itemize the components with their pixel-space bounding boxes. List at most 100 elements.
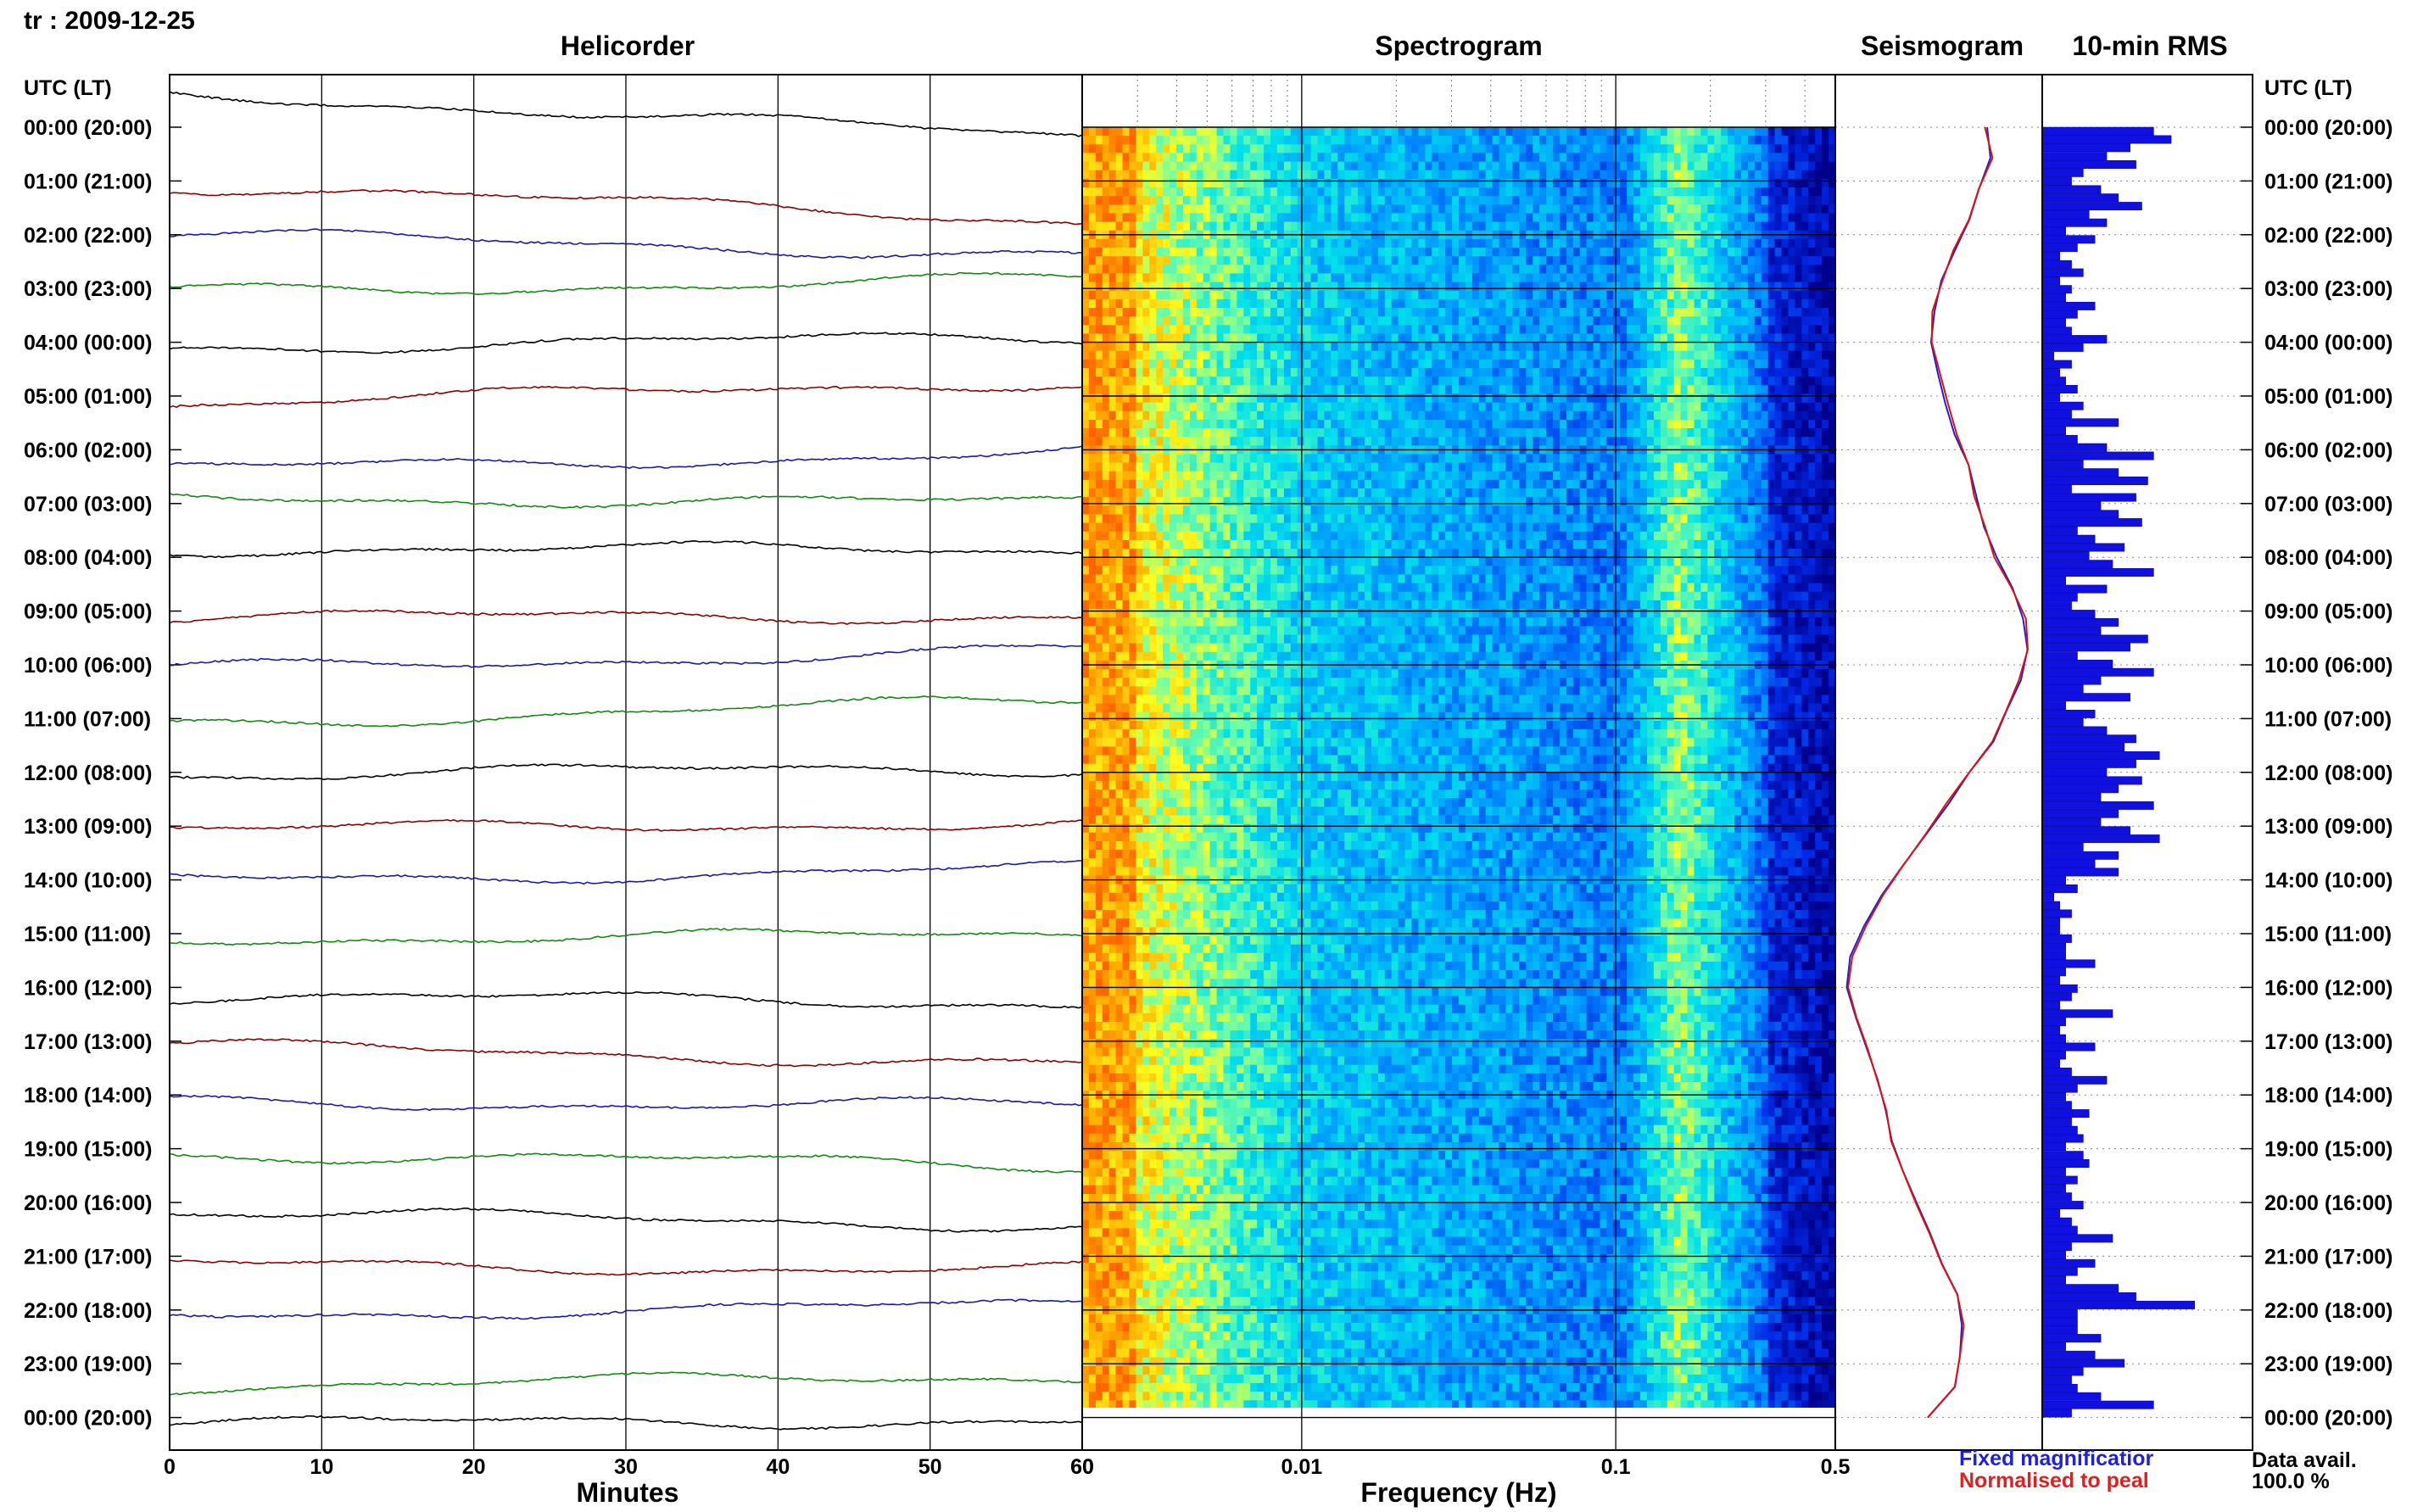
spectrogram-cell <box>1586 359 1594 369</box>
spectrogram-cell <box>1176 290 1184 300</box>
spectrogram-cell <box>1223 170 1231 180</box>
spectrogram-cell <box>1304 368 1312 377</box>
spectrogram-cell <box>1613 178 1621 188</box>
spectrogram-cell <box>1627 428 1634 438</box>
spectrogram-cell <box>1283 213 1292 223</box>
spectrogram-cell <box>1243 204 1251 214</box>
spectrogram-cell <box>1115 248 1124 257</box>
spectrogram-cell <box>1237 127 1244 137</box>
spectrogram-cell <box>1822 419 1829 429</box>
spectrogram-cell <box>1122 377 1131 386</box>
spectrogram-cell <box>1572 497 1581 506</box>
spectrogram-cell <box>1310 350 1319 360</box>
spectrogram-cell <box>1391 428 1399 438</box>
spectrogram-cell <box>1270 136 1278 145</box>
spectrogram-cell <box>1304 402 1312 412</box>
spectrogram-cell <box>1290 333 1298 343</box>
spectrogram-cell <box>1377 505 1386 515</box>
spectrogram-cell <box>1398 238 1406 248</box>
spectrogram-cell <box>1653 325 1661 334</box>
spectrogram-cell <box>1108 428 1117 438</box>
spectrogram-cell <box>1377 333 1386 343</box>
spectrogram-cell <box>1182 471 1191 481</box>
spectrogram-cell <box>1761 437 1769 446</box>
spectrogram-cell <box>1767 161 1776 171</box>
spectrogram-cell <box>1351 377 1359 386</box>
spectrogram-cell <box>1741 204 1749 214</box>
spectrogram-cell <box>1391 187 1399 197</box>
spectrogram-cell <box>1822 350 1829 360</box>
spectrogram-cell <box>1459 325 1466 334</box>
spectrogram-cell <box>1243 127 1251 137</box>
spectrogram-cell <box>1170 144 1177 153</box>
spectrogram-cell <box>1606 178 1614 188</box>
spectrogram-cell <box>1371 290 1379 300</box>
spectrogram-cell <box>1088 221 1097 232</box>
spectrogram-cell <box>1519 178 1527 188</box>
spectrogram-cell <box>1290 505 1298 515</box>
spectrogram-cell <box>1566 290 1574 300</box>
spectrogram-cell <box>1471 153 1480 163</box>
spectrogram-cell <box>1627 488 1634 498</box>
spectrogram-cell <box>1673 350 1682 360</box>
spectrogram-cell <box>1478 196 1487 205</box>
spectrogram-cell <box>1492 342 1500 352</box>
spectrogram-cell <box>1371 479 1379 489</box>
spectrogram-cell <box>1237 359 1244 369</box>
spectrogram-cell <box>1391 248 1399 257</box>
spectrogram-cell <box>1331 127 1338 137</box>
spectrogram-cell <box>1304 221 1312 232</box>
spectrogram-cell <box>1163 196 1170 205</box>
spectrogram-cell <box>1647 136 1655 145</box>
spectrogram-cell <box>1788 410 1795 421</box>
spectrogram-cell <box>1829 221 1835 232</box>
spectrogram-cell <box>1404 505 1413 515</box>
spectrogram-cell <box>1358 161 1365 171</box>
spectrogram-cell <box>1377 488 1386 498</box>
spectrogram-cell <box>1627 333 1634 343</box>
spectrogram-cell <box>1264 462 1271 472</box>
spectrogram-cell <box>1471 350 1480 360</box>
spectrogram-cell <box>1680 333 1689 343</box>
spectrogram-cell <box>1250 393 1258 404</box>
spectrogram-cell <box>1640 325 1648 334</box>
spectrogram-cell <box>1795 428 1802 438</box>
spectrogram-cell <box>1700 454 1708 464</box>
spectrogram-cell <box>1754 368 1762 377</box>
spectrogram-cell <box>1196 178 1204 188</box>
spectrogram-cell <box>1734 428 1742 438</box>
spectrogram-cell <box>1680 488 1689 498</box>
spectrogram-cell <box>1606 248 1614 257</box>
spectrogram-cell <box>1304 273 1312 283</box>
spectrogram-cell <box>1411 170 1419 180</box>
spectrogram-cell <box>1250 221 1258 232</box>
spectrogram-cell <box>1553 213 1561 223</box>
spectrogram-cell <box>1519 238 1527 248</box>
spectrogram-cell <box>1432 204 1439 214</box>
spectrogram-cell <box>1317 505 1325 515</box>
spectrogram-cell <box>1136 161 1143 171</box>
spectrogram-cell <box>1425 368 1432 377</box>
spectrogram-cell <box>1478 462 1487 472</box>
spectrogram-cell <box>1741 136 1749 145</box>
spectrogram-cell <box>1216 471 1225 481</box>
spectrogram-cell <box>1761 187 1769 197</box>
spectrogram-cell <box>1136 505 1143 515</box>
spectrogram-cell <box>1371 462 1379 472</box>
spectrogram-cell <box>1747 298 1756 309</box>
spectrogram-cell <box>1283 385 1292 394</box>
spectrogram-cell <box>1270 479 1278 489</box>
spectrogram-cell <box>1170 221 1177 232</box>
spectrogram-cell <box>1505 462 1513 472</box>
spectrogram-cell <box>1559 170 1567 180</box>
spectrogram-cell <box>1377 350 1386 360</box>
spectrogram-cell <box>1822 479 1829 489</box>
spectrogram-cell <box>1815 248 1823 257</box>
spectrogram-cell <box>1243 350 1251 360</box>
spectrogram-cell <box>1391 342 1399 352</box>
spectrogram-cell <box>1365 462 1372 472</box>
spectrogram-cell <box>1237 153 1244 163</box>
spectrogram-cell <box>1122 393 1131 404</box>
spectrogram-cell <box>1492 144 1500 153</box>
spectrogram-cell <box>1459 402 1466 412</box>
